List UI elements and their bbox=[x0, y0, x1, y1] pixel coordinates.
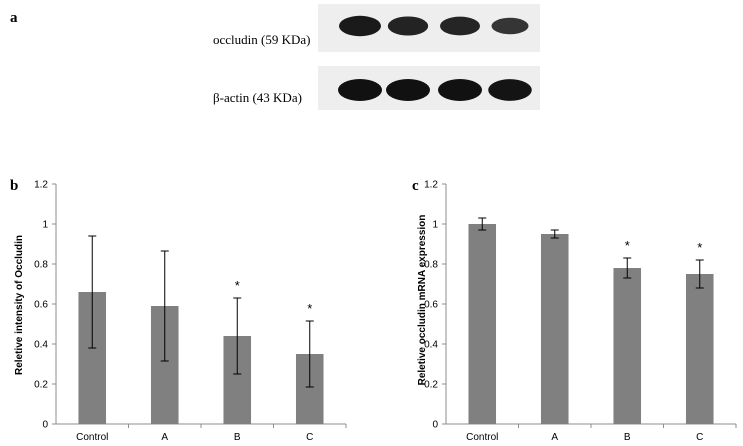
panel-c-x-tick-label: B bbox=[624, 432, 631, 443]
occludin-blot-label: occludin (59 KDa) bbox=[213, 32, 310, 47]
panel-c-x-tick-label: C bbox=[696, 432, 703, 443]
occludin-band-2 bbox=[387, 16, 429, 36]
occludin-band-3 bbox=[440, 16, 480, 36]
panel-c-y-tick-label: 0.4 bbox=[424, 340, 438, 351]
panel-b-x-tick-label: Control bbox=[76, 432, 108, 443]
panel-b-chart: b Reletive intensity of Occludin 0 0.2 0.4… bbox=[10, 178, 347, 443]
panel-b-y-tick-label: 0.4 bbox=[34, 340, 48, 351]
panel-c-chart: c Reletive occludin mRNA expression 0 0.2… bbox=[412, 178, 737, 443]
panel-b-label: b bbox=[10, 178, 18, 194]
actin-band-4 bbox=[488, 79, 532, 101]
actin-band-2 bbox=[386, 79, 430, 101]
panel-b-x-tick-label: B bbox=[234, 432, 241, 443]
panel-b-significance-mark: * bbox=[307, 301, 312, 316]
actin-band-1 bbox=[338, 79, 382, 101]
occludin-band-4 bbox=[491, 17, 529, 35]
panel-c-bar-1 bbox=[468, 224, 497, 424]
panel-c-x-tick-label: Control bbox=[466, 432, 498, 443]
panel-c-label: c bbox=[412, 178, 419, 194]
panel-a-label: a bbox=[10, 10, 18, 26]
panel-c-significance-mark: * bbox=[697, 240, 702, 255]
panel-c-y-tick-label: 0.2 bbox=[424, 380, 438, 391]
panel-b-significance-mark: * bbox=[235, 278, 240, 293]
panel-b-x-tick-label: C bbox=[306, 432, 313, 443]
panel-c-bar-3 bbox=[613, 268, 642, 424]
panel-b-y-tick-label: 0.8 bbox=[34, 260, 48, 271]
panel-c-bar-2 bbox=[540, 234, 569, 424]
panel-c-bar-4 bbox=[685, 274, 714, 424]
panel-b-y-tick-label: 0.6 bbox=[34, 300, 48, 311]
occludin-band-1 bbox=[339, 15, 381, 37]
panel-b-y-axis-title: Reletive intensity of Occludin bbox=[14, 235, 25, 375]
panel-b-y-tick-label: 1 bbox=[42, 220, 48, 231]
actin-band-3 bbox=[438, 79, 482, 101]
panel-b-y-tick-label: 0.2 bbox=[34, 380, 48, 391]
panel-c-significance-mark: * bbox=[625, 238, 630, 253]
panel-c-y-axis-title: Reletive occludin mRNA expression bbox=[417, 215, 428, 386]
panel-b-y-tick-label: 1.2 bbox=[34, 180, 48, 191]
panel-c-y-tick-label: 1.2 bbox=[424, 180, 438, 191]
panel-c-y-tick-label: 0.6 bbox=[424, 300, 438, 311]
actin-blot-label: β-actin (43 KDa) bbox=[213, 90, 302, 105]
panel-b-y-tick-label: 0 bbox=[42, 420, 48, 431]
panel-c-x-tick-label: A bbox=[551, 432, 558, 443]
panel-c-y-tick-label: 0 bbox=[432, 420, 438, 431]
occludin-bands bbox=[339, 15, 529, 37]
panel-b-x-tick-label: A bbox=[161, 432, 168, 443]
actin-bands bbox=[338, 79, 532, 101]
panel-c-y-tick-label: 1 bbox=[432, 220, 438, 231]
panel-a: a occludin (59 KDa) β-actin (43 KDa) bbox=[10, 4, 540, 110]
panel-c-y-tick-label: 0.8 bbox=[424, 260, 438, 271]
